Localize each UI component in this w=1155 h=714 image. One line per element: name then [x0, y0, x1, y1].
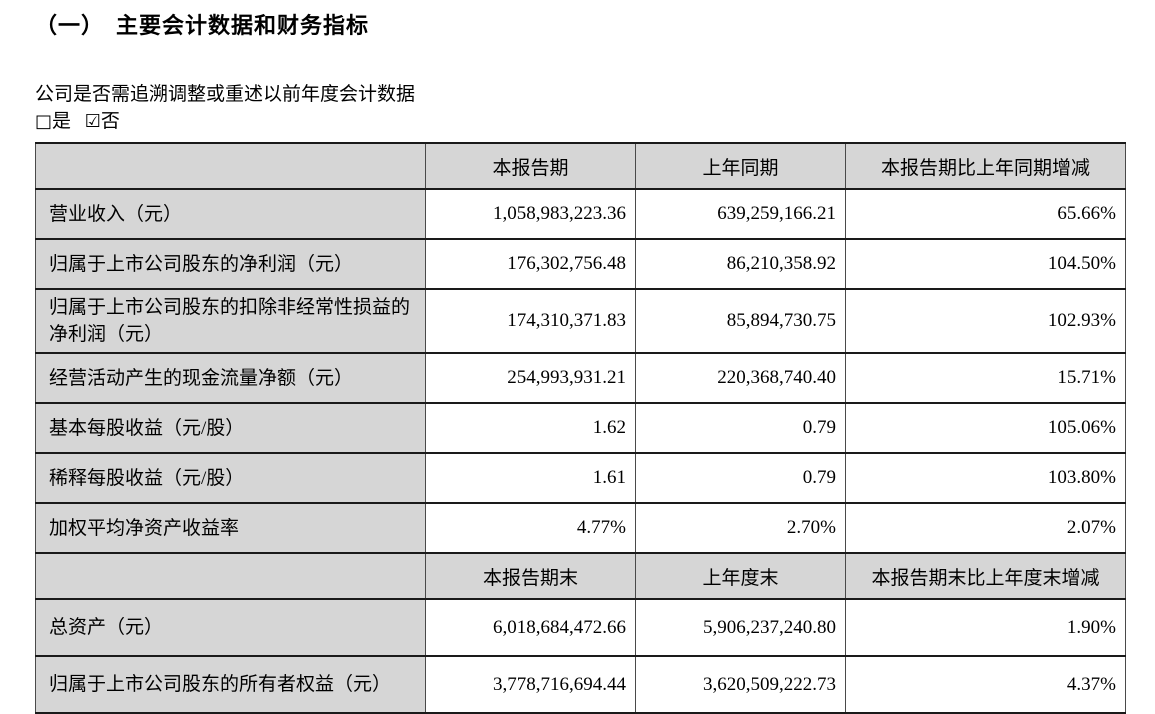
table-row: 归属于上市公司股东的净利润（元） 176,302,756.48 86,210,3…	[35, 238, 1126, 290]
period-end-current-header: 本报告期末	[425, 552, 636, 600]
prior-period-value-cell: 220,368,740.40	[635, 352, 846, 404]
restatement-question: 公司是否需追溯调整或重述以前年度会计数据	[35, 84, 416, 105]
table-row: 经营活动产生的现金流量净额（元） 254,993,931.21 220,368,…	[35, 352, 1126, 404]
restatement-answer: □是 ☑否	[35, 110, 1125, 134]
key-financial-indicators-table: 本报告期 上年同期 本报告期比上年同期增减 营业收入（元） 1,058,983,…	[35, 142, 1126, 714]
change-value-cell: 104.50%	[845, 238, 1126, 290]
table-row: 营业收入（元） 1,058,983,223.36 639,259,166.21 …	[35, 188, 1126, 240]
prior-period-value-cell: 85,894,730.75	[635, 288, 846, 354]
prior-period-value-cell: 86,210,358.92	[635, 238, 846, 290]
current-period-value-cell: 176,302,756.48	[425, 238, 636, 290]
period-change-header: 本报告期比上年同期增减	[845, 142, 1126, 190]
current-period-value-cell: 1,058,983,223.36	[425, 188, 636, 240]
row-label-cell: 归属于上市公司股东的扣除非经常性损益的净利润（元）	[35, 288, 426, 354]
current-period-value-cell: 6,018,684,472.66	[425, 598, 636, 657]
current-period-value-cell: 4.77%	[425, 502, 636, 554]
header-corner-cell	[35, 552, 426, 600]
row-label-cell: 加权平均净资产收益率	[35, 502, 426, 554]
table-row: 归属于上市公司股东的扣除非经常性损益的净利润（元） 174,310,371.83…	[35, 288, 1126, 354]
period-header-row: 本报告期 上年同期 本报告期比上年同期增减	[35, 142, 1126, 190]
row-label-cell: 总资产（元）	[35, 598, 426, 657]
period-end-header-row: 本报告期末 上年度末 本报告期末比上年度末增减	[35, 552, 1126, 600]
table-row: 加权平均净资产收益率 4.77% 2.70% 2.07%	[35, 502, 1126, 554]
current-period-value-cell: 1.61	[425, 452, 636, 504]
table-row: 基本每股收益（元/股） 1.62 0.79 105.06%	[35, 402, 1126, 454]
section-title: （一） 主要会计数据和财务指标	[35, 13, 370, 38]
current-period-value-cell: 174,310,371.83	[425, 288, 636, 354]
current-period-header: 本报告期	[425, 142, 636, 190]
row-label-cell: 营业收入（元）	[35, 188, 426, 240]
row-label-cell: 归属于上市公司股东的净利润（元）	[35, 238, 426, 290]
checked-checkbox-icon: ☑	[84, 111, 101, 132]
table-row: 总资产（元） 6,018,684,472.66 5,906,237,240.80…	[35, 598, 1126, 657]
checkbox-option-no: ☑否	[85, 111, 120, 132]
change-value-cell: 2.07%	[845, 502, 1126, 554]
unchecked-checkbox-icon: □	[35, 111, 53, 132]
change-value-cell: 1.90%	[845, 598, 1126, 657]
checkbox-option-yes: □是	[35, 111, 71, 132]
current-period-value-cell: 1.62	[425, 402, 636, 454]
row-label-cell: 经营活动产生的现金流量净额（元）	[35, 352, 426, 404]
change-value-cell: 103.80%	[845, 452, 1126, 504]
change-value-cell: 65.66%	[845, 188, 1126, 240]
current-period-value-cell: 254,993,931.21	[425, 352, 636, 404]
row-label-cell: 稀释每股收益（元/股）	[35, 452, 426, 504]
row-label-cell: 基本每股收益（元/股）	[35, 402, 426, 454]
change-value-cell: 15.71%	[845, 352, 1126, 404]
prior-period-value-cell: 2.70%	[635, 502, 846, 554]
period-end-change-header: 本报告期末比上年度末增减	[845, 552, 1126, 600]
checkbox-option-no-label: 否	[100, 111, 120, 132]
checkbox-option-yes-label: 是	[52, 111, 72, 132]
change-value-cell: 105.06%	[845, 402, 1126, 454]
prior-period-value-cell: 0.79	[635, 402, 846, 454]
prior-period-header: 上年同期	[635, 142, 846, 190]
period-end-prior-header: 上年度末	[635, 552, 846, 600]
table-row: 稀释每股收益（元/股） 1.61 0.79 103.80%	[35, 452, 1126, 504]
change-value-cell: 102.93%	[845, 288, 1126, 354]
prior-period-value-cell: 5,906,237,240.80	[635, 598, 846, 657]
prior-period-value-cell: 639,259,166.21	[635, 188, 846, 240]
prior-period-value-cell: 0.79	[635, 452, 846, 504]
header-corner-cell	[35, 142, 426, 190]
